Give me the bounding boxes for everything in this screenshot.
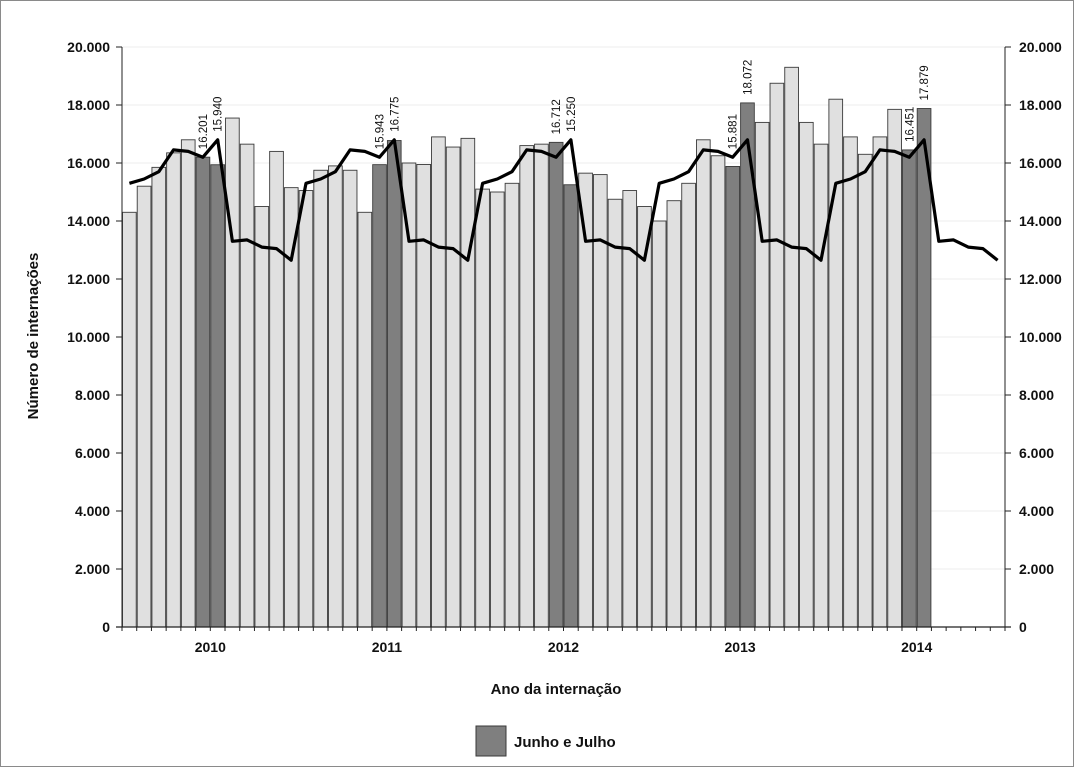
bar-junho-julho <box>725 166 741 628</box>
bar-month <box>769 82 785 628</box>
bar-month <box>681 182 696 628</box>
y-tick-label-left: 0 <box>102 619 110 635</box>
bar-month <box>431 136 446 628</box>
gridlines <box>122 46 1005 570</box>
bar-junho-julho <box>563 184 579 628</box>
bar-month <box>225 117 240 628</box>
axes: 0 0 2.000 2.000 4.000 4.000 6.000 6.000 8.000 8.0… <box>67 39 1062 655</box>
trend-line-layer <box>128 138 999 262</box>
data-label: 16.451 <box>904 107 916 142</box>
bar-month <box>519 145 535 628</box>
x-axis-title: Ano da internação <box>491 681 622 698</box>
bar-month <box>666 200 682 628</box>
y-tick-label-left: 12.000 <box>67 271 110 287</box>
bar-junho-julho <box>386 140 402 628</box>
x-tick-label-year: 2012 <box>548 639 579 655</box>
bar-month <box>843 136 858 628</box>
data-labels: 16.201 15.940 15.943 16.775 16.712 15.250 15.8… <box>198 60 931 149</box>
y-tick-label-right: 10.000 <box>1019 329 1062 345</box>
y-axis-title: Número de internações <box>25 253 42 420</box>
bar-month <box>813 143 829 628</box>
bar-month <box>151 166 167 628</box>
y-tick-label-right: 0 <box>1019 619 1027 635</box>
bar-month <box>887 108 902 628</box>
y-tick-label-left: 10.000 <box>67 329 110 345</box>
bars <box>122 66 932 628</box>
bar-month <box>254 206 270 628</box>
trend-line <box>128 138 999 262</box>
bar-junho-julho <box>372 164 387 628</box>
bar-month <box>416 163 432 628</box>
bar-month <box>475 188 490 628</box>
x-tick-label-year: 2011 <box>372 639 403 655</box>
bar-month <box>122 211 137 628</box>
y-tick-label-right: 8.000 <box>1019 387 1054 403</box>
y-tick-label-right: 14.000 <box>1019 213 1062 229</box>
data-label: 15.881 <box>728 114 740 149</box>
bar-junho-julho <box>916 108 932 628</box>
bar-month <box>489 191 505 628</box>
bar-month <box>239 143 255 628</box>
data-label: 16.712 <box>551 99 563 134</box>
bar-month <box>710 155 726 628</box>
data-label: 18.072 <box>743 60 755 95</box>
x-tick-label-year: 2013 <box>725 639 756 655</box>
y-tick-label-left: 2.000 <box>75 561 110 577</box>
bar-month <box>460 137 476 628</box>
y-tick-label-left: 16.000 <box>67 155 110 171</box>
data-label: 16.201 <box>198 114 210 149</box>
y-tick-label-right: 2.000 <box>1019 561 1054 577</box>
y-tick-label-left: 20.000 <box>67 39 110 55</box>
bar-month <box>637 206 652 628</box>
x-tick-label-year: 2014 <box>901 639 932 655</box>
data-label: 15.943 <box>375 114 387 149</box>
bar-month <box>269 150 284 628</box>
bar-month <box>180 139 196 628</box>
bar-month <box>828 98 844 628</box>
y-tick-label-right: 18.000 <box>1019 97 1062 113</box>
bar-month <box>136 185 152 628</box>
legend-swatch-junho-julho <box>475 725 507 757</box>
y-tick-label-left: 8.000 <box>75 387 110 403</box>
data-label: 17.879 <box>919 65 931 100</box>
y-tick-label-right: 16.000 <box>1019 155 1062 171</box>
bar-month <box>784 66 799 628</box>
bar-month <box>342 169 358 628</box>
y-tick-label-right: 12.000 <box>1019 271 1062 287</box>
legend: Junho e Julho <box>475 725 616 757</box>
data-label: 16.775 <box>389 97 401 132</box>
bar-month <box>857 153 873 628</box>
data-label: 15.250 <box>566 97 578 132</box>
bar-month <box>534 143 549 628</box>
data-label: 15.940 <box>213 97 225 132</box>
y-tick-label-right: 20.000 <box>1019 39 1062 55</box>
y-tick-label-left: 14.000 <box>67 213 110 229</box>
bar-month <box>696 139 711 628</box>
bar-month <box>872 136 888 628</box>
y-tick-label-left: 18.000 <box>67 97 110 113</box>
bar-month <box>607 198 623 628</box>
bar-junho-julho <box>548 141 564 628</box>
bar-junho-julho <box>902 149 917 628</box>
legend-label-junho-julho: Junho e Julho <box>514 734 616 751</box>
bar-month <box>622 190 638 628</box>
bar-month <box>357 211 373 628</box>
y-tick-label-right: 4.000 <box>1019 503 1054 519</box>
x-tick-label-year: 2010 <box>195 639 226 655</box>
bar-month <box>313 169 328 628</box>
bar-month <box>328 165 343 628</box>
bar-month <box>504 182 520 628</box>
bar-junho-julho <box>195 156 211 628</box>
bar-junho-julho <box>210 164 225 628</box>
bar-month <box>799 121 814 628</box>
bar-month <box>651 220 667 628</box>
y-tick-label-left: 4.000 <box>75 503 110 519</box>
bar-month <box>298 190 314 628</box>
bar-month <box>445 146 461 628</box>
bar-month <box>166 152 181 628</box>
y-tick-label-left: 6.000 <box>75 445 110 461</box>
y-tick-label-right: 6.000 <box>1019 445 1054 461</box>
